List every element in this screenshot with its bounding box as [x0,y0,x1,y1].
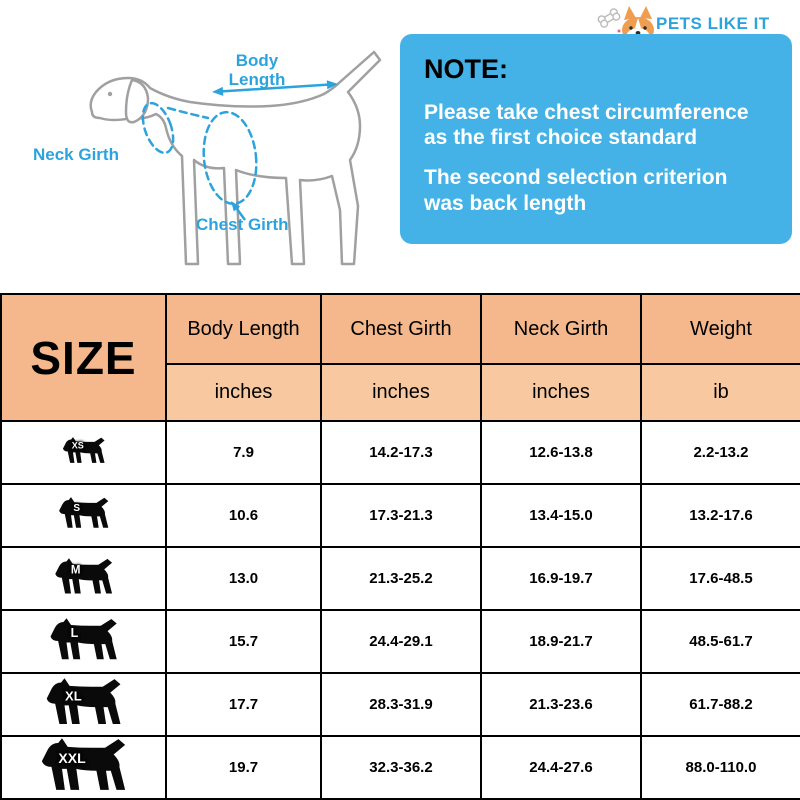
cell-neck-girth: 16.9-19.7 [480,546,642,611]
dog-silhouette-icon [46,678,120,725]
column-header-chest-girth: Chest Girth [320,293,482,365]
table-row: XS 7.9 14.2-17.3 12.6-13.8 2.2-13.2 [0,420,800,485]
sparkle-dot [617,29,621,33]
dog-outline [89,50,382,266]
table-row: XL 17.7 28.3-31.9 21.3-23.6 61.7-88.2 [0,672,800,737]
table-row: XXL 19.7 32.3-36.2 24.4-27.6 88.0-110.0 [0,735,800,800]
cell-weight: 17.6-48.5 [640,546,800,611]
cell-neck-girth: 13.4-15.0 [480,483,642,548]
cell-weight: 88.0-110.0 [640,735,800,800]
cell-chest-girth: 14.2-17.3 [320,420,482,485]
cell-weight: 13.2-17.6 [640,483,800,548]
note-line-2: The second selection criterion was back … [424,166,728,215]
chest-girth-pointer [231,201,247,221]
size-cell: XL [0,672,167,737]
neck-girth-marker [141,101,175,155]
cell-chest-girth: 28.3-31.9 [320,672,482,737]
size-chart-table: SIZE Body Length Chest Girth Neck Girth … [0,293,800,800]
dog-measurement-illustration [89,50,382,266]
unit-body-length: inches [165,363,322,422]
unit-chest-girth: inches [320,363,482,422]
cell-neck-girth: 21.3-23.6 [480,672,642,737]
units-row: inches inches inches ib [1,363,800,422]
size-label: XS [71,440,84,451]
body-length-label: Body Length [228,51,286,89]
cell-body-length: 7.9 [165,420,322,485]
chest-girth-marker [202,110,258,206]
size-label: M [70,564,81,577]
cell-chest-girth: 21.3-25.2 [320,546,482,611]
cell-neck-girth: 12.6-13.8 [480,420,642,485]
dog-silhouette-icon [50,617,117,659]
cell-weight: 61.7-88.2 [640,672,800,737]
cell-body-length: 15.7 [165,609,322,674]
size-cell: M [0,546,167,611]
column-header-weight: Weight [640,293,800,365]
table-row: S 10.6 17.3-21.3 13.4-15.0 13.2-17.6 [0,483,800,548]
dog-silhouette-icon [58,497,108,528]
cell-chest-girth: 17.3-21.3 [320,483,482,548]
dog-eye [107,91,113,97]
table-row: M 13.0 21.3-25.2 16.9-19.7 17.6-48.5 [0,546,800,611]
bone-icon [597,8,621,28]
size-label: S [73,502,81,514]
cell-neck-girth: 24.4-27.6 [480,735,642,800]
dog-silhouette-icon [54,557,112,593]
column-header-body-length: Body Length [165,293,322,365]
size-header: SIZE [0,293,167,422]
chest-girth-label: Chest Girth [196,215,289,234]
brand-name: PETS LIKE IT [656,14,770,33]
cell-weight: 2.2-13.2 [640,420,800,485]
unit-weight: ib [640,363,800,422]
cell-body-length: 19.7 [165,735,322,800]
neck-girth-label: Neck Girth [33,145,119,164]
cell-body-length: 13.0 [165,546,322,611]
size-label: XXL [58,749,86,766]
body-length-arrow [212,80,338,96]
cell-body-length: 10.6 [165,483,322,548]
header-row: SIZE Body Length Chest Girth Neck Girth … [0,293,800,422]
size-cell: L [0,609,167,674]
cell-chest-girth: 24.4-29.1 [320,609,482,674]
cell-chest-girth: 32.3-36.2 [320,735,482,800]
note-title: NOTE: [424,54,508,84]
harness-strap [166,106,210,120]
note-box: NOTE: Please take chest circumference as… [400,34,792,244]
cell-weight: 48.5-61.7 [640,609,800,674]
size-cell: XXL [0,735,167,800]
unit-neck-girth: inches [480,363,642,422]
size-cell: S [0,483,167,548]
note-line-1: Please take chest circumference as the f… [424,101,749,150]
size-cell: XS [0,420,167,485]
size-label: L [70,626,79,641]
size-label: XL [65,688,82,704]
table-row: L 15.7 24.4-29.1 18.9-21.7 48.5-61.7 [0,609,800,674]
top-section: Body Length Neck Girth Chest Girth [0,0,800,293]
cell-neck-girth: 18.9-21.7 [480,609,642,674]
column-header-neck-girth: Neck Girth [480,293,642,365]
cell-body-length: 17.7 [165,672,322,737]
